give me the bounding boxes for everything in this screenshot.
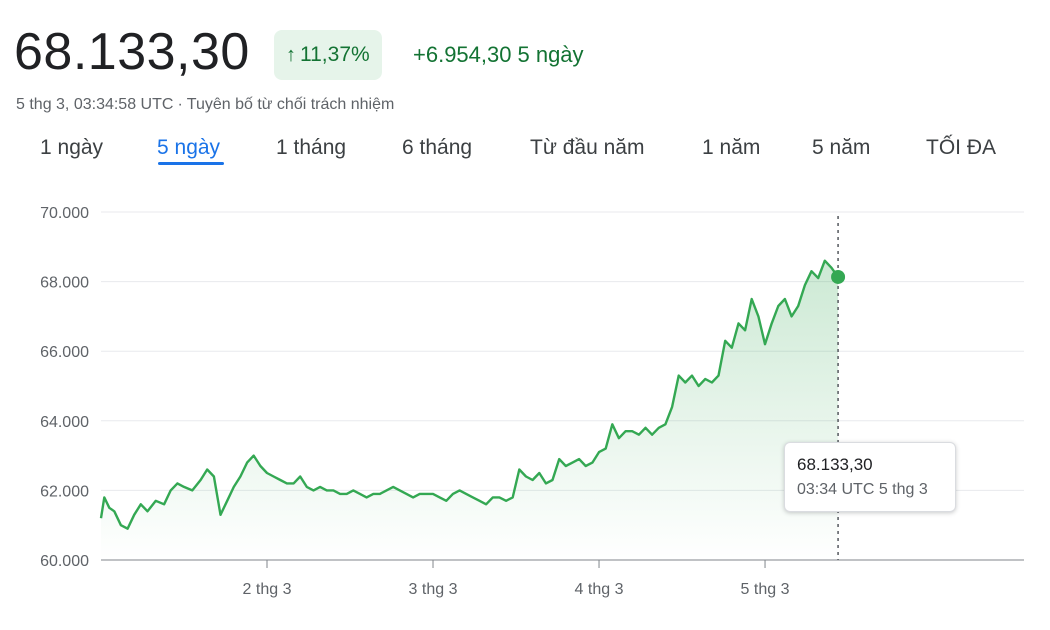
arrow-up-icon: ↑ <box>286 43 296 66</box>
y-tick-label: 68.000 <box>40 275 89 292</box>
x-tick-label: 2 thg 3 <box>243 581 292 598</box>
tab-1-day[interactable]: 1 ngày <box>40 136 104 159</box>
x-tick-label: 3 thg 3 <box>409 581 458 598</box>
y-tick-label: 70.000 <box>40 205 89 222</box>
price-line <box>99 259 840 530</box>
tooltip-value: 68.133,30 <box>797 455 873 474</box>
tab-6-months[interactable]: 6 tháng <box>402 136 473 159</box>
tab-5-days[interactable]: 5 ngày <box>157 136 221 159</box>
x-tick-label: 5 thg 3 <box>741 581 790 598</box>
x-axis-ticks: 2 thg 3 3 thg 3 4 thg 3 5 thg 3 <box>243 560 790 598</box>
price-chart[interactable]: 60.000 62.000 64.000 66.000 68.000 70.000 2 t… <box>0 180 1050 620</box>
meta-separator: · <box>177 96 183 113</box>
y-tick-label: 64.000 <box>40 414 89 431</box>
range-tabs: 1 ngày 5 ngày 1 tháng 6 tháng Từ đầu năm… <box>0 132 1050 172</box>
tab-5-years[interactable]: 5 năm <box>812 136 871 159</box>
price-area-fill <box>101 260 839 560</box>
change-absolute-value: +6.954,30 <box>413 42 512 67</box>
x-tick-label: 4 thg 3 <box>575 581 624 598</box>
y-axis-ticks: 60.000 62.000 64.000 66.000 68.000 70.000 <box>40 205 89 570</box>
hover-tooltip: 68.133,30 03:34 UTC 5 thg 3 <box>784 442 956 512</box>
change-absolute: +6.954,30 5 ngày <box>413 42 584 68</box>
tooltip-time: 03:34 UTC 5 thg 3 <box>797 481 928 498</box>
current-price: 68.133,30 <box>14 23 250 81</box>
y-tick-label: 66.000 <box>40 344 89 361</box>
change-percent-badge: ↑ 11,37% <box>274 30 382 80</box>
change-percent: 11,37% <box>300 43 370 66</box>
hover-data-point <box>831 269 846 284</box>
price-meta: 5 thg 3, 03:34:58 UTC · Tuyên bố từ chối t… <box>16 96 394 114</box>
tab-1-month[interactable]: 1 tháng <box>276 136 347 159</box>
tab-1-year[interactable]: 1 năm <box>702 136 761 159</box>
y-tick-label: 62.000 <box>40 483 89 500</box>
disclaimer-link[interactable]: Tuyên bố từ chối trách nhiệm <box>186 96 395 113</box>
price-timestamp: 5 thg 3, 03:34:58 UTC <box>16 96 174 113</box>
tab-max[interactable]: TỐI ĐA <box>926 136 997 159</box>
change-period: 5 ngày <box>517 42 584 67</box>
active-tab-underline <box>158 162 224 165</box>
y-tick-label: 60.000 <box>40 553 89 570</box>
tab-ytd[interactable]: Từ đầu năm <box>530 136 645 159</box>
